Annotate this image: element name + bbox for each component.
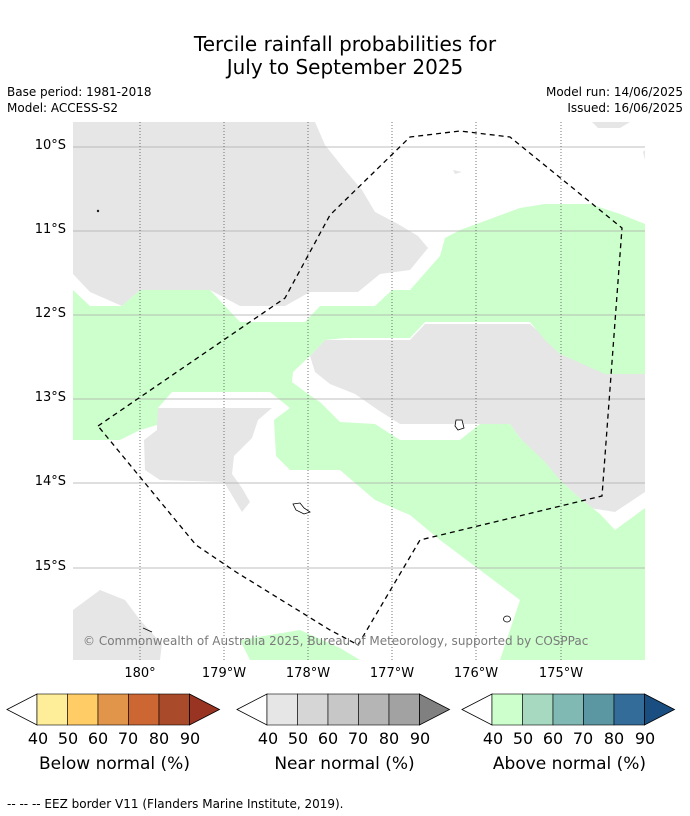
colorbar-swatch xyxy=(327,693,359,726)
colorbar-under-arrow xyxy=(236,693,268,726)
lon-label: 180° xyxy=(124,666,156,681)
colorbar-swatch xyxy=(158,693,190,726)
colorbar-tick: 60 xyxy=(87,729,109,748)
issued-date: Issued: 16/06/2025 xyxy=(567,101,683,115)
colorbar-swatch xyxy=(266,693,298,726)
lon-label: 175°W xyxy=(538,666,584,681)
colorbar-tick: 70 xyxy=(117,729,139,748)
colorbar-tick: 90 xyxy=(634,729,656,748)
colorbar-swatch xyxy=(97,693,129,726)
colorbar-tick: 80 xyxy=(148,729,170,748)
colorbar-tick: 80 xyxy=(378,729,400,748)
lat-label: 11°S xyxy=(34,222,66,237)
lat-label: 10°S xyxy=(34,138,66,153)
eez-footnote: -- -- -- EEZ border V11 (Flanders Marine… xyxy=(7,797,344,811)
colorbar-tick: 50 xyxy=(57,729,79,748)
colorbar-tick: 90 xyxy=(179,729,201,748)
colorbar-1 xyxy=(236,693,451,726)
map-title-line1: Tercile rainfall probabilities for xyxy=(193,32,497,56)
model-run: Model run: 14/06/2025 xyxy=(545,85,683,99)
island-shape xyxy=(292,502,311,515)
colorbar-swatch xyxy=(388,693,420,726)
colorbar-swatch xyxy=(552,693,584,726)
island-shape xyxy=(142,627,153,633)
lat-label: 12°S xyxy=(34,306,66,321)
colorbar-swatch xyxy=(128,693,160,726)
colorbar-tick: 60 xyxy=(317,729,339,748)
colorbar-tick: 80 xyxy=(603,729,625,748)
colorbar-tick: 70 xyxy=(572,729,594,748)
near-normal-title: Near normal (%) xyxy=(274,754,415,774)
lat-label: 14°S xyxy=(34,474,66,489)
lon-label: 179°W xyxy=(201,666,247,681)
colorbar-swatch xyxy=(358,693,390,726)
island-shape xyxy=(454,419,465,431)
colorbar-swatch xyxy=(297,693,329,726)
colorbar-swatch xyxy=(613,693,645,726)
islands xyxy=(96,209,511,633)
eez-border xyxy=(97,130,623,646)
latitude-gridlines xyxy=(73,146,645,569)
colorbar-swatch xyxy=(67,693,99,726)
colorbar-tick: 70 xyxy=(347,729,369,748)
lat-label: 13°S xyxy=(34,390,66,405)
above-normal-title: Above normal (%) xyxy=(492,754,647,774)
lat-label: 15°S xyxy=(34,559,66,574)
colorbar-tick: 40 xyxy=(482,729,504,748)
colorbar-over-arrow xyxy=(189,693,221,726)
lon-label: 178°W xyxy=(285,666,331,681)
colorbar-tick: 60 xyxy=(542,729,564,748)
colorbar-swatch xyxy=(491,693,523,726)
copyright-notice: © Commonwealth of Australia 2025, Bureau… xyxy=(83,634,589,648)
island-shape xyxy=(503,615,511,623)
base-period: Base period: 1981-2018 xyxy=(7,85,152,99)
colorbar-tick: 50 xyxy=(512,729,534,748)
map-title-line2: July to September 2025 xyxy=(226,55,464,79)
island-shape xyxy=(96,209,100,213)
colorbar-tick: 40 xyxy=(257,729,279,748)
colorbar-2 xyxy=(461,693,676,726)
colorbar-tick: 90 xyxy=(409,729,431,748)
colorbar-tick: 50 xyxy=(287,729,309,748)
model-name: Model: ACCESS-S2 xyxy=(7,101,119,115)
colorbar-swatch xyxy=(36,693,68,726)
colorbar-under-arrow xyxy=(6,693,38,726)
colorbar-over-arrow xyxy=(644,693,676,726)
colorbar-under-arrow xyxy=(461,693,493,726)
colorbar-0 xyxy=(6,693,221,726)
below-normal-title: Below normal (%) xyxy=(39,754,190,774)
colorbar-swatch xyxy=(583,693,615,726)
colorbar-swatch xyxy=(522,693,554,726)
above-normal-regions xyxy=(73,204,645,660)
lon-label: 177°W xyxy=(369,666,415,681)
colorbar-tick: 40 xyxy=(27,729,49,748)
colorbar-over-arrow xyxy=(419,693,451,726)
lon-label: 176°W xyxy=(453,666,499,681)
